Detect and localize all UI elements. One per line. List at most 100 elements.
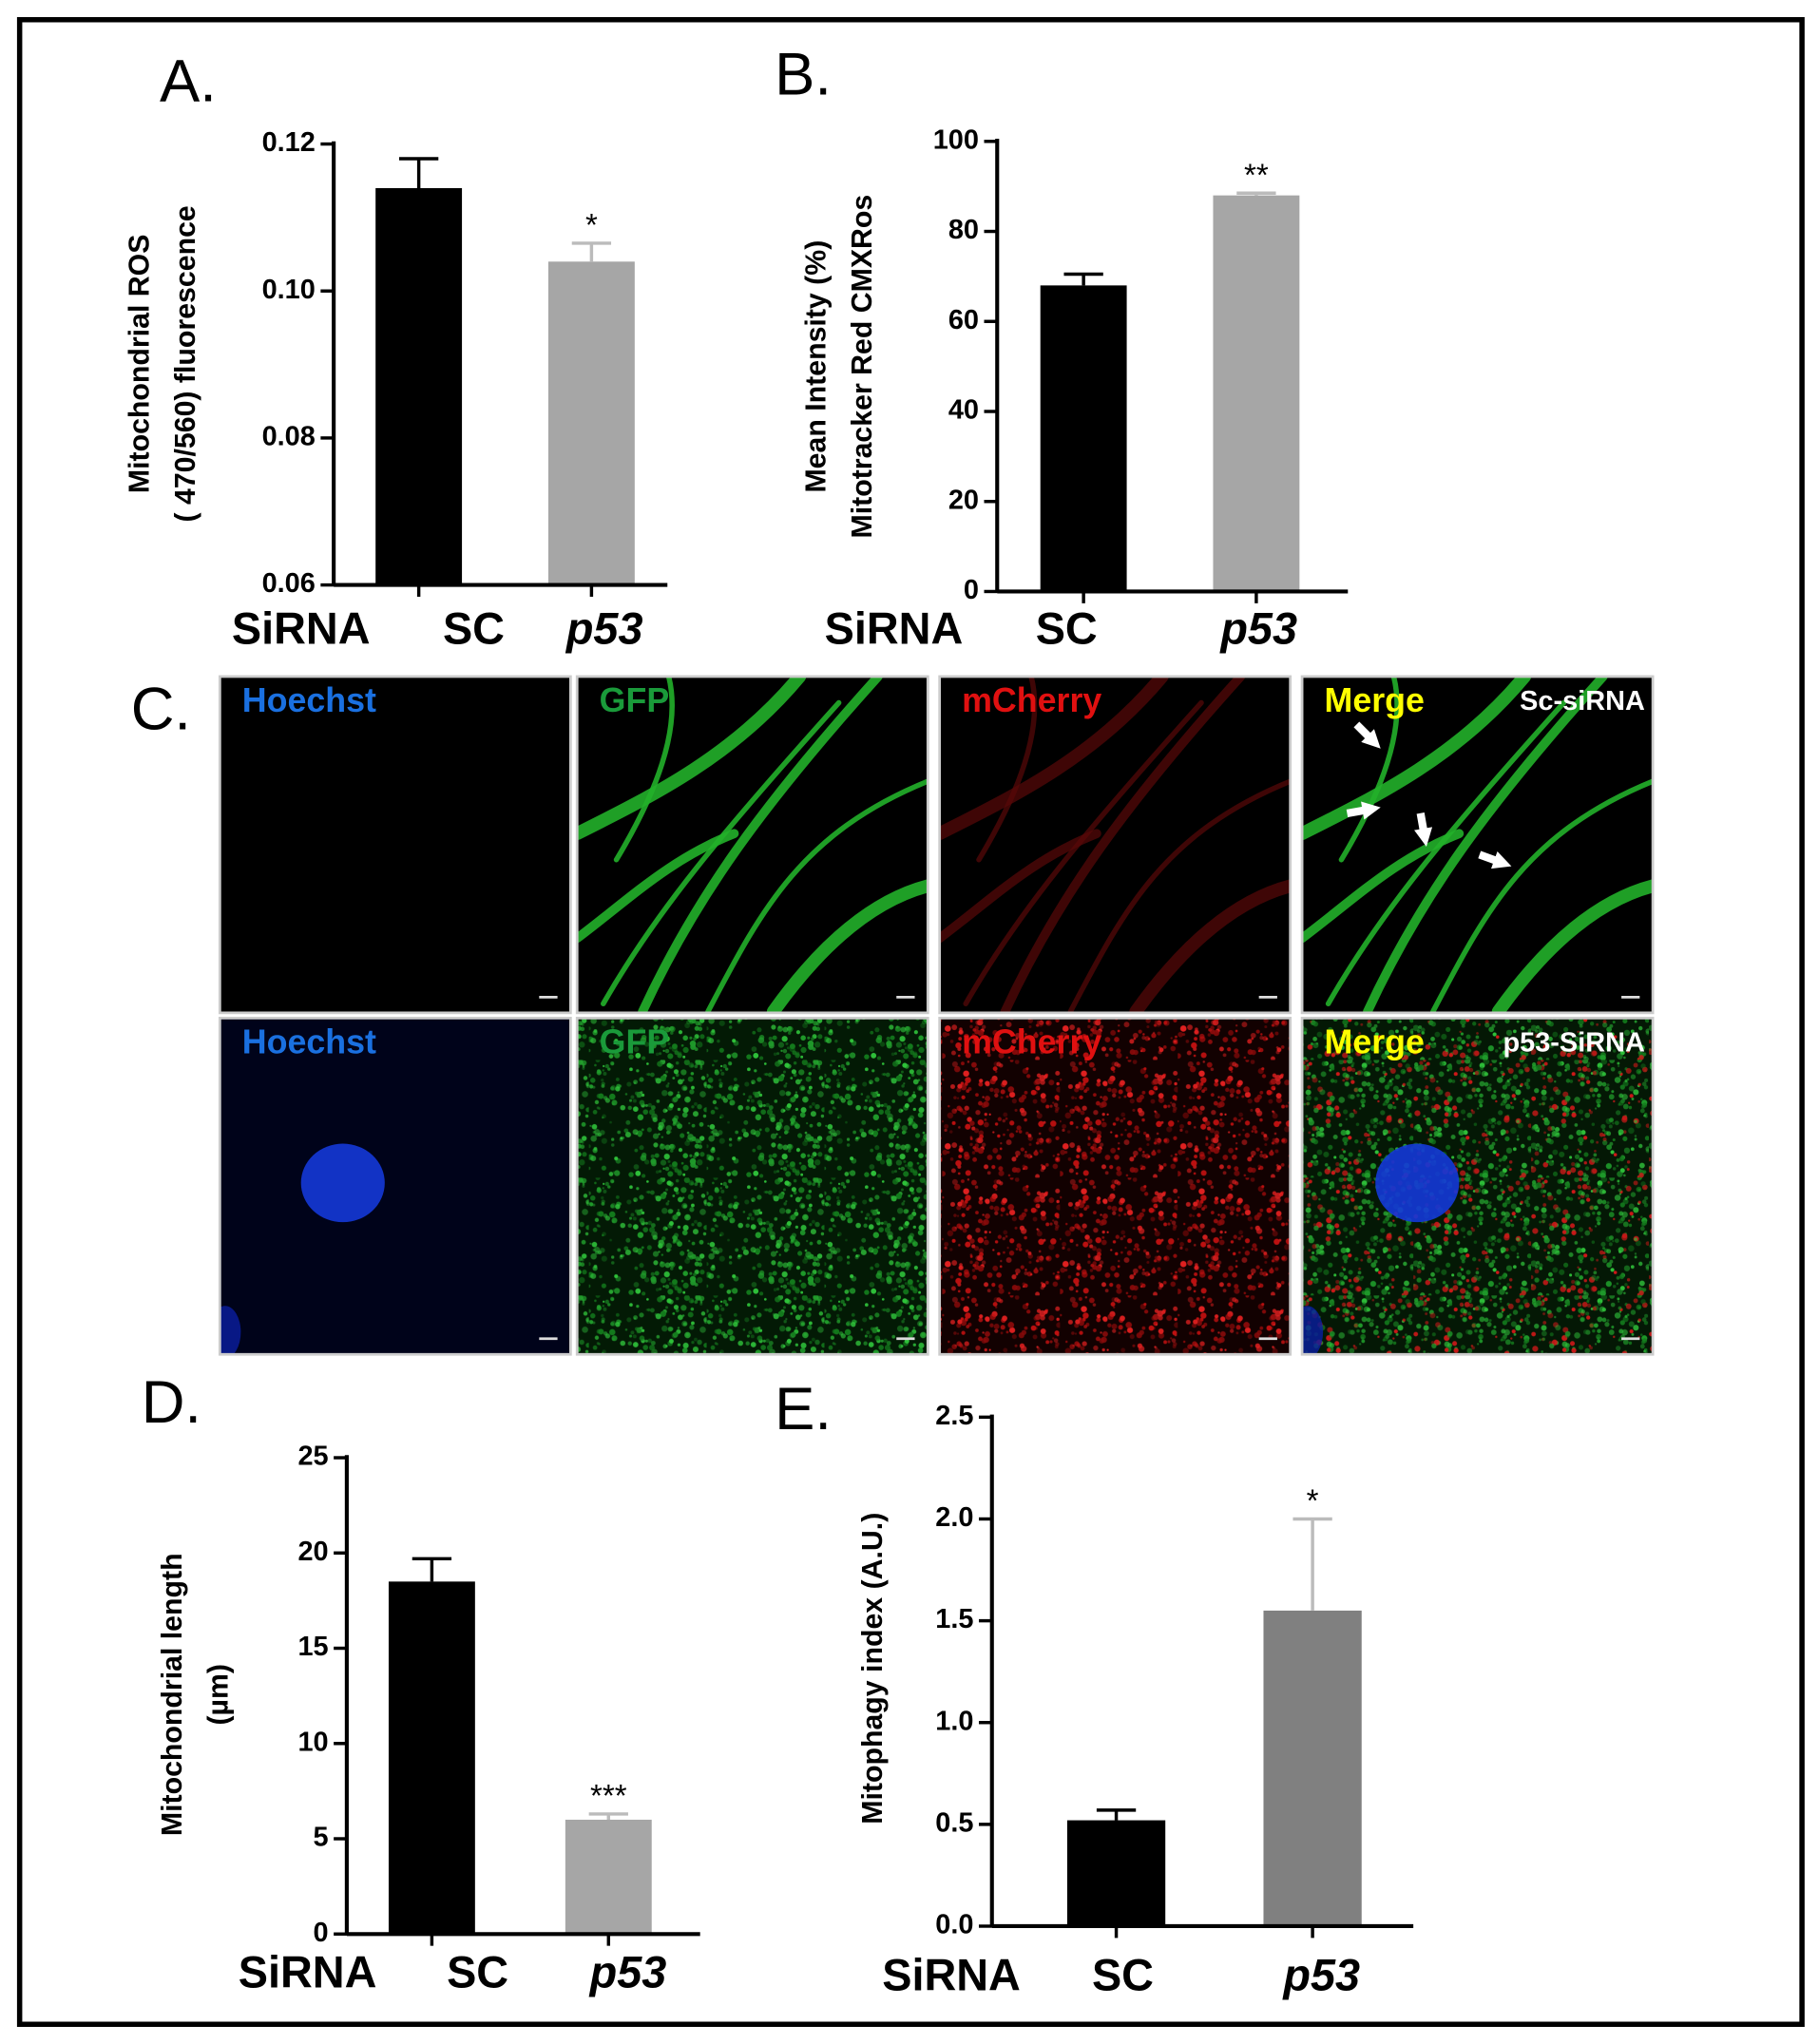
bar [1263, 1610, 1362, 1926]
y-axis-label: Mitochondrial ROS [124, 235, 156, 494]
y-tick-label: 100 [933, 124, 979, 155]
y-tick-label: 0 [964, 575, 979, 605]
micrograph-border [575, 1016, 929, 1356]
cell-strand [1067, 778, 1291, 1013]
channel-label: GFP [600, 681, 670, 719]
y-tick-label: 0.0 [935, 1910, 973, 1940]
y-axis-label: ( 470/560) fluorescence [170, 205, 201, 522]
micrograph-border [1300, 675, 1655, 1015]
channel-label: Merge [1325, 1022, 1425, 1060]
significance: * [585, 208, 598, 243]
condition-label: p53-SiRNA [1503, 1028, 1644, 1059]
y-tick-label: 2.0 [935, 1502, 973, 1533]
micrograph-bg [220, 1018, 571, 1355]
x-tick-label: SC [1092, 1950, 1154, 1999]
micrograph-border [218, 1016, 572, 1356]
bar [375, 187, 463, 585]
bar [1040, 285, 1127, 592]
y-tick-label: 1.0 [935, 1706, 973, 1736]
micrograph [1302, 1018, 1654, 1355]
channel-label: GFP [600, 1022, 670, 1060]
error-bar [1292, 1517, 1332, 1611]
y-axis-label: Mean Intensity (%) [801, 240, 833, 493]
micrograph-border [938, 1016, 1292, 1356]
x-axis-label: SiRNA [232, 604, 371, 654]
y-tick-label: 0.5 [935, 1808, 973, 1839]
nucleus [1302, 1306, 1324, 1355]
x-tick-label: p53 [565, 604, 643, 654]
y-tick-label: 40 [948, 395, 979, 426]
y-tick-label: 0.08 [262, 422, 316, 452]
cell-strand [1363, 676, 1608, 1013]
micrograph-bg [939, 1018, 1291, 1355]
cell-strand [1302, 676, 1532, 841]
panel-label: C. [131, 676, 191, 742]
micrograph [939, 1018, 1291, 1355]
cell-strand [1129, 879, 1291, 1013]
micrograph-border [1300, 1016, 1655, 1356]
channel-label: mCherry [962, 681, 1101, 719]
bar [1066, 1820, 1166, 1926]
y-tick-label: 20 [297, 1537, 328, 1567]
channel-label: mCherry [962, 1022, 1101, 1060]
y-tick-label: 0.12 [262, 127, 316, 158]
channel-label: Merge [1325, 681, 1425, 719]
micrograph-bg [1302, 1018, 1654, 1355]
y-axis-label: (µm) [202, 1664, 234, 1726]
cell-strand [939, 829, 1101, 944]
cell-strand [705, 778, 929, 1013]
arrow [1478, 850, 1512, 869]
arrow [1346, 801, 1381, 820]
y-tick-label: 0.10 [262, 275, 316, 305]
micrograph [1302, 676, 1654, 1013]
significance: * [1307, 1484, 1319, 1519]
error-bar [412, 1557, 452, 1582]
cell-strand [976, 676, 1038, 863]
cell-strand [766, 879, 929, 1013]
arrow [1353, 721, 1381, 749]
nucleus [220, 1306, 241, 1355]
x-axis-label: SiRNA [239, 1948, 377, 1997]
y-tick-label: 2.5 [935, 1401, 973, 1431]
channel-label: Hoechst [242, 681, 376, 719]
nucleus [1375, 1143, 1460, 1223]
bar [388, 1581, 475, 1935]
x-tick-label: p53 [1218, 604, 1297, 654]
cell-strand [638, 676, 883, 1013]
y-tick-label: 80 [948, 215, 979, 245]
bar [1213, 195, 1300, 592]
y-tick-label: 60 [948, 305, 979, 335]
y-tick-label: 5 [314, 1823, 329, 1853]
x-axis-label: SiRNA [882, 1950, 1021, 1999]
y-tick-label: 15 [297, 1632, 328, 1662]
cell-strand [1338, 676, 1400, 863]
error-bar [1236, 191, 1276, 196]
bar [565, 1819, 652, 1935]
panel-label: A. [160, 48, 217, 114]
y-tick-label: 1.5 [935, 1604, 973, 1634]
bar [547, 261, 635, 585]
cell-strand [1491, 879, 1654, 1013]
cell-strand [613, 676, 675, 863]
y-axis-label: Mitochondrial length [157, 1553, 188, 1836]
significance: ** [1244, 158, 1269, 193]
micrograph [220, 1018, 571, 1355]
micrograph-border [218, 675, 572, 1015]
y-axis-label: Mitophagy index (A.U.) [857, 1513, 889, 1824]
micrograph-bg [577, 1018, 929, 1355]
error-bar [1063, 272, 1103, 286]
error-bar [588, 1812, 628, 1820]
x-tick-label: SC [447, 1948, 508, 1997]
cell-strand [939, 676, 1169, 841]
error-bar [571, 241, 612, 262]
cell-strand [1325, 699, 1567, 1006]
cell-strand [577, 676, 807, 841]
y-tick-label: 10 [297, 1727, 328, 1757]
micrograph-border [575, 675, 929, 1015]
cell-strand [1000, 676, 1246, 1013]
micrograph-bg [220, 676, 571, 1013]
micrograph [220, 676, 571, 1013]
x-tick-label: SC [1036, 604, 1098, 654]
